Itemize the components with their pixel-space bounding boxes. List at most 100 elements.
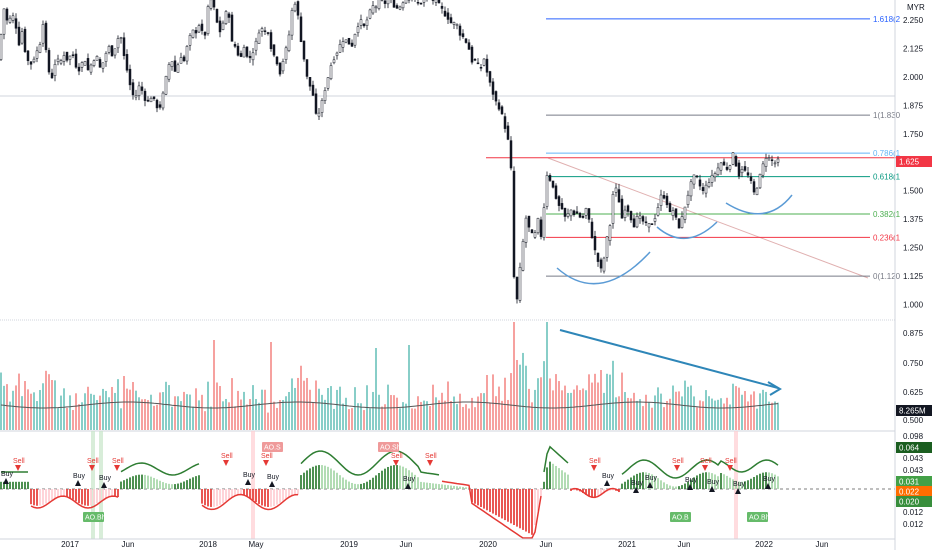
signal-label: Buy (733, 481, 746, 488)
candle-body (152, 96, 156, 99)
ao-histogram-bar (222, 489, 224, 504)
volume-bar (201, 394, 203, 430)
ao-histogram-bar (690, 479, 692, 489)
candle-body (305, 59, 309, 77)
candle-body (239, 53, 243, 57)
volume-bar (237, 390, 239, 430)
ao-histogram-bar (435, 483, 437, 489)
candle-body (461, 33, 465, 38)
candle-body (2, 8, 6, 35)
volume-bar (78, 404, 80, 430)
cup-arc-3[interactable] (725, 194, 793, 215)
volume-bar (423, 400, 425, 430)
price-axis[interactable]: MYR 2.250 2.125 2.000 1.875 1.750 1.625 1.500 1… (894, 0, 932, 550)
volume-bar (438, 400, 440, 430)
ao-histogram-bar (621, 483, 623, 489)
candle-body (581, 215, 585, 218)
trend-line[interactable] (547, 157, 869, 279)
ao-histogram-bar (426, 482, 428, 489)
volume-bar (636, 400, 638, 430)
ao-histogram-bar (117, 489, 119, 498)
ao-histogram-bar (630, 477, 632, 489)
ao-histogram-bar (138, 474, 140, 489)
ao-histogram-bar (558, 468, 560, 489)
osc-value-badge (896, 442, 932, 453)
sell-triangle-icon (727, 465, 733, 471)
ao-histogram-bar (90, 489, 92, 506)
candle-body (35, 50, 39, 59)
cup-arc-2[interactable] (656, 221, 718, 240)
volume-decline-arrow[interactable] (559, 329, 779, 389)
candle-body (605, 236, 609, 258)
ao-histogram-bar (633, 475, 635, 489)
volume-bar (267, 412, 269, 430)
volume-bar (753, 391, 755, 430)
fibonacci-levels[interactable]: 1.618(2 1(1.830 0.786(1 0.618(1 0.382(1 0.236… (486, 15, 925, 281)
ao-histogram-bar (165, 483, 167, 489)
candle-body (368, 9, 372, 19)
ao-histogram-bar (561, 470, 563, 489)
volume-bar (9, 401, 11, 430)
ao-histogram-bar (288, 489, 290, 498)
price-tick-label: 0.875 (903, 329, 924, 338)
volume-bar (327, 388, 329, 430)
volume-bar (189, 394, 191, 430)
candle-body (275, 56, 279, 65)
candle-body (47, 50, 51, 73)
candle-body (611, 193, 615, 224)
ao-histogram-bar (108, 489, 110, 497)
candle-body (593, 236, 597, 251)
ao-histogram-bar (252, 489, 254, 501)
price-tick-label: 1.875 (903, 101, 924, 110)
volume-bar (27, 389, 29, 430)
candle-body (515, 276, 519, 300)
candle-body (317, 112, 321, 117)
ao-histogram-bar (738, 481, 740, 489)
candle-body (488, 71, 492, 83)
time-axis[interactable]: 2017 Jun 2018 May 2019 Jun 2020 Jun 2021 Jun 2022 J… (61, 540, 828, 549)
candle-body (263, 30, 267, 32)
ao-histogram-bar (39, 489, 41, 506)
price-tick-label: 2.000 (903, 73, 924, 82)
volume-bar (126, 388, 128, 430)
sell-triangle-icon (591, 465, 597, 471)
candle-body (470, 46, 474, 63)
ao-histogram-bar (96, 489, 98, 504)
candle-body (356, 26, 360, 34)
candle-body (230, 14, 234, 42)
volume-bar (750, 394, 752, 430)
candle-body (131, 82, 135, 96)
volume-bar (615, 397, 617, 430)
volume-bar (606, 373, 608, 430)
price-tick-label: 1.500 (903, 187, 924, 196)
ao-histogram-bar (51, 489, 53, 500)
ao-histogram-bar (219, 489, 221, 505)
candle-body (563, 207, 567, 217)
volume-pane[interactable] (0, 322, 782, 430)
ao-histogram-bar (36, 489, 38, 506)
volume-bar (762, 389, 764, 430)
volume-bar (687, 386, 689, 430)
candle-body (704, 184, 708, 194)
volume-bar (495, 396, 497, 430)
cup-arc-1[interactable] (556, 251, 651, 285)
candle-body (731, 152, 735, 165)
sell-triangle-icon (15, 465, 21, 471)
oscillator-pane[interactable]: Buy Sell Buy Sell Buy Sell Sell Buy Sell Buy Sell B… (0, 430, 895, 540)
volume-bar (414, 408, 416, 430)
ao-histogram-bar (429, 483, 431, 489)
ao-histogram-bar (249, 489, 251, 499)
candle-body (437, 0, 441, 4)
volume-bar (585, 390, 587, 430)
volume-bar (60, 395, 62, 430)
volume-bar (342, 403, 344, 430)
price-pane[interactable]: 1.618(2 1(1.830 0.786(1 0.618(1 0.382(1 0.236… (0, 0, 925, 321)
candle-body (446, 12, 450, 20)
candle-body (737, 162, 741, 177)
ao-histogram-bar (147, 475, 149, 489)
volume-bar (654, 395, 656, 430)
candle-body (683, 206, 687, 220)
candle-body (395, 5, 399, 9)
candle-body (185, 46, 189, 62)
